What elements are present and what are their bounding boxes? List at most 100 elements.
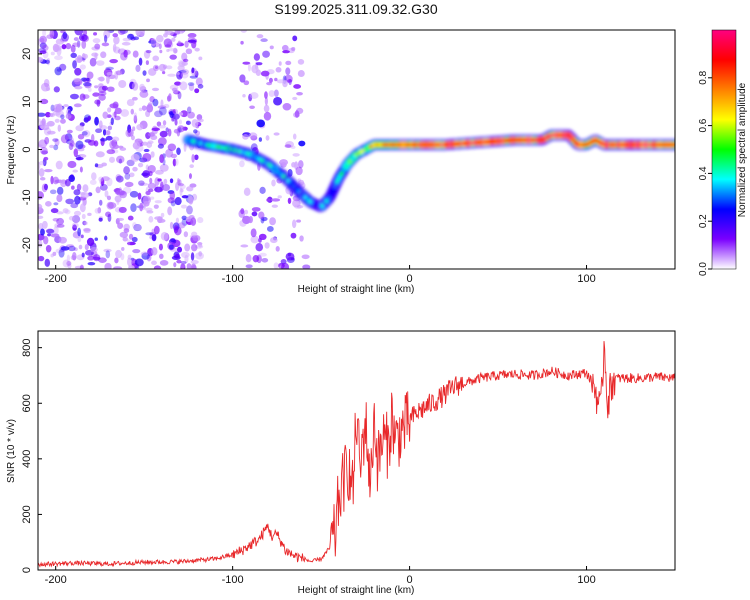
noise-speckle xyxy=(190,217,197,226)
noise-speckle xyxy=(73,247,78,252)
noise-speckle xyxy=(135,64,141,73)
noise-speckle xyxy=(242,61,251,65)
noise-speckle xyxy=(127,33,135,40)
noise-speckle xyxy=(38,112,46,117)
noise-speckle xyxy=(92,38,101,44)
noise-speckle xyxy=(297,70,305,77)
noise-speckle xyxy=(173,113,180,121)
noise-speckle xyxy=(157,105,167,109)
noise-speckle xyxy=(180,30,185,34)
noise-speckle xyxy=(296,219,302,223)
noise-speckle xyxy=(239,219,247,227)
spectrogram-x-axis-label: Height of straight line (km) xyxy=(298,284,415,295)
noise-speckle xyxy=(169,178,174,184)
noise-speckle xyxy=(42,30,47,37)
noise-speckle xyxy=(59,37,69,43)
noise-speckle xyxy=(66,254,71,263)
noise-speckle xyxy=(39,176,46,181)
noise-speckle xyxy=(56,223,65,228)
noise-speckle xyxy=(128,265,135,269)
noise-speckle xyxy=(66,261,72,266)
spectrogram-y-tick-label: 20 xyxy=(21,48,33,60)
noise-speckle xyxy=(40,124,50,131)
noise-speckle xyxy=(299,235,304,242)
noise-speckle xyxy=(176,71,181,75)
noise-speckle xyxy=(81,213,86,220)
noise-speckle xyxy=(54,118,60,123)
noise-speckle xyxy=(159,253,164,260)
noise-speckle xyxy=(38,168,45,177)
noise-speckle xyxy=(81,77,87,82)
snr-y-tick-label: 800 xyxy=(21,338,33,356)
noise-speckle xyxy=(248,93,253,102)
noise-speckle xyxy=(157,218,166,223)
noise-speckle xyxy=(50,51,55,56)
noise-speckle xyxy=(67,263,72,269)
noise-speckle xyxy=(157,178,162,182)
noise-speckle xyxy=(151,127,160,132)
noise-speckle xyxy=(56,194,63,203)
noise-speckle xyxy=(38,222,44,231)
noise-speckle xyxy=(294,204,302,209)
noise-speckle xyxy=(197,242,203,246)
noise-speckle xyxy=(265,135,270,141)
noise-speckle xyxy=(169,111,174,119)
noise-speckle xyxy=(186,106,192,114)
noise-speckle xyxy=(68,174,75,183)
noise-speckle xyxy=(181,195,189,199)
noise-speckle xyxy=(49,189,57,195)
noise-speckle xyxy=(175,181,180,191)
noise-speckle xyxy=(162,120,167,126)
noise-speckle xyxy=(291,47,296,51)
noise-speckle xyxy=(151,247,158,256)
noise-speckle xyxy=(188,83,195,91)
noise-speckle xyxy=(179,81,188,91)
noise-speckle xyxy=(44,59,50,65)
noise-speckle xyxy=(94,52,98,61)
noise-speckle xyxy=(286,79,293,83)
noise-speckle xyxy=(61,33,70,42)
noise-speckle xyxy=(191,153,195,163)
noise-speckle xyxy=(181,215,187,220)
snr-y-tick-label: 0 xyxy=(21,567,33,573)
noise-speckle xyxy=(52,218,60,222)
spectrogram-x-ticks: -200 -100 0 100 xyxy=(45,265,596,285)
noise-speckle xyxy=(118,158,123,164)
noise-speckle xyxy=(136,124,144,131)
noise-speckle xyxy=(181,251,190,259)
noise-speckle xyxy=(269,45,274,50)
noise-speckle xyxy=(52,138,59,142)
noise-speckle xyxy=(263,111,272,121)
noise-speckle xyxy=(256,34,264,39)
noise-speckle xyxy=(180,263,186,269)
spectrogram-y-ticks: -20 -10 0 10 20 xyxy=(21,48,42,253)
noise-speckle xyxy=(268,90,275,98)
noise-speckle xyxy=(83,228,91,234)
noise-speckle xyxy=(258,237,262,243)
noise-speckle xyxy=(164,30,168,36)
noise-speckle xyxy=(105,66,114,71)
noise-speckle xyxy=(71,222,79,229)
noise-speckle xyxy=(121,41,131,46)
snr-y-tick-label: 200 xyxy=(21,505,33,523)
noise-speckle xyxy=(38,240,43,248)
noise-speckle xyxy=(159,49,163,54)
noise-speckle xyxy=(168,244,174,250)
noise-speckle xyxy=(137,192,142,200)
noise-speckle xyxy=(64,179,71,187)
noise-speckle xyxy=(187,82,195,87)
noise-speckle xyxy=(56,68,62,72)
noise-speckle xyxy=(131,236,138,243)
noise-speckle xyxy=(255,62,263,66)
noise-speckle xyxy=(137,162,144,168)
spectral-ridge xyxy=(182,129,675,212)
noise-speckle xyxy=(95,186,101,194)
noise-speckle xyxy=(130,108,135,115)
noise-speckle xyxy=(158,106,167,116)
noise-speckle xyxy=(41,118,46,126)
noise-speckle xyxy=(90,134,95,143)
noise-speckle xyxy=(159,154,164,164)
noise-speckle xyxy=(155,169,164,175)
noise-speckle xyxy=(43,127,52,136)
noise-speckle xyxy=(160,181,164,189)
